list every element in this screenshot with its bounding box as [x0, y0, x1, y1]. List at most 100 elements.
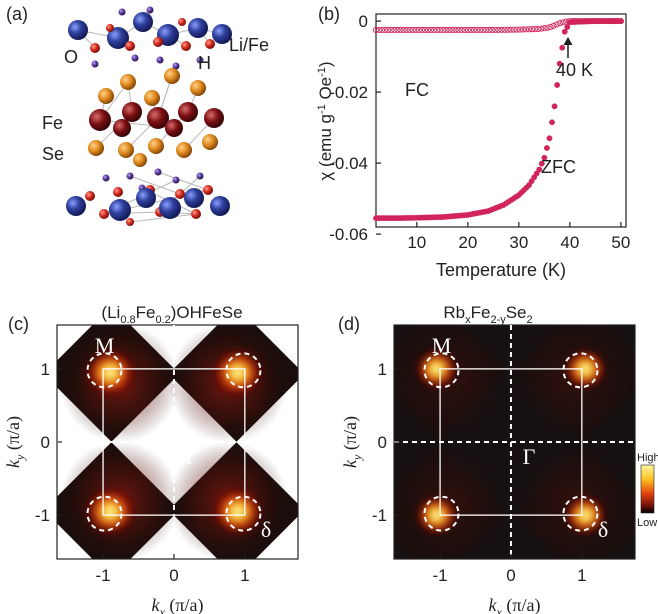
- zfc-point: [544, 145, 550, 151]
- zfc-point: [551, 103, 558, 110]
- fc-point: [467, 26, 474, 34]
- o-atom: [113, 187, 123, 197]
- o-atom: [178, 18, 186, 26]
- panel-label-c: (c): [8, 314, 29, 334]
- fc-point: [421, 26, 429, 34]
- x-tick-label: 0: [506, 566, 515, 585]
- fc-point: [529, 26, 536, 33]
- h-atom: [196, 172, 204, 180]
- fc-point: [431, 26, 438, 34]
- fermi-pocket-circle: [225, 495, 262, 532]
- fe-atom: [178, 102, 198, 122]
- x-tick-label: 40: [560, 233, 579, 252]
- fermi-pocket-circle: [423, 352, 460, 389]
- fc-point: [397, 26, 404, 34]
- o-atom: [175, 189, 185, 199]
- fc-point: [446, 26, 453, 34]
- h-atom: [131, 54, 139, 62]
- x-tick-label: 1: [577, 566, 586, 585]
- o-atom: [90, 43, 100, 53]
- y-tick-label: -0.02: [329, 83, 368, 102]
- fc-point: [556, 20, 563, 27]
- fc-point: [507, 26, 514, 33]
- h-atom: [196, 56, 204, 64]
- intensity-hotspot: [84, 486, 137, 537]
- zfc-point: [549, 119, 555, 126]
- se-atom: [176, 142, 192, 158]
- se-atom: [202, 134, 218, 150]
- zfc-point: [541, 154, 548, 161]
- o-atom: [191, 209, 201, 219]
- o-atom: [203, 185, 213, 195]
- fc-point: [418, 26, 425, 34]
- li-fe-atom: [133, 12, 153, 32]
- fc-point: [406, 26, 413, 34]
- x-tick-label: 30: [509, 233, 528, 252]
- fc-point: [526, 26, 533, 33]
- fc-point: [553, 21, 560, 28]
- panel-c-title: (Li0.8Fe0.2)OHFeSe: [101, 303, 242, 326]
- fc-point: [449, 26, 456, 34]
- panel-d-title: RbxFe2-ySe2: [443, 303, 532, 326]
- fe-atom: [147, 107, 169, 129]
- fc-point: [428, 26, 435, 34]
- h-atom: [126, 172, 134, 180]
- colorbar: [640, 464, 655, 514]
- y-tick-label: -1: [35, 506, 50, 525]
- fc-point: [559, 19, 566, 26]
- fc-point: [424, 26, 432, 34]
- y-tick-label: 1: [378, 360, 387, 379]
- o-atom: [153, 37, 163, 47]
- fc-point: [443, 26, 450, 34]
- fermi-pocket-circle: [225, 352, 262, 389]
- fc-point: [473, 26, 481, 34]
- fc-point: [391, 26, 398, 34]
- fe-atom: [165, 119, 183, 137]
- y-axis-label: ky (π/a): [3, 416, 27, 468]
- o-atom: [205, 39, 215, 49]
- se-atom: [190, 80, 206, 96]
- x-tick-label: -1: [433, 566, 448, 585]
- intensity-hotspot: [414, 347, 459, 390]
- y-tick-label: 1: [41, 360, 50, 379]
- h-atom: [146, 6, 154, 14]
- fc-point: [532, 26, 539, 33]
- fe-atom: [113, 119, 131, 137]
- zfc-point: [556, 60, 563, 67]
- se-atom: [98, 88, 114, 104]
- intensity-hotspot: [563, 347, 608, 390]
- colorbar-high-label: High: [637, 452, 658, 464]
- fc-point: [541, 25, 548, 32]
- zfc-point: [536, 166, 543, 173]
- panel-label-b: (b): [318, 4, 340, 24]
- fc-point: [372, 26, 380, 34]
- se-atom: [88, 140, 104, 156]
- fermi-pocket-circle: [423, 495, 460, 532]
- o-atom: [126, 218, 134, 226]
- fe-atom: [89, 109, 111, 131]
- h-atom: [172, 176, 180, 184]
- y-axis-label: ky (π/a): [340, 416, 364, 468]
- fc-point: [550, 22, 557, 29]
- se-atom: [148, 138, 164, 154]
- zfc-label: ZFC: [541, 157, 576, 177]
- fc-point: [544, 24, 551, 31]
- x-axis-label: kx (π/a): [152, 595, 204, 614]
- h-atom: [102, 174, 110, 182]
- x-axis-label: kx (π/a): [489, 595, 541, 614]
- fc-point: [504, 26, 511, 33]
- zfc-point: [617, 18, 624, 24]
- li-fe-atom: [184, 188, 204, 208]
- y-tick-label: -1: [372, 506, 387, 525]
- li-fe-atom: [68, 20, 88, 40]
- label-M: M: [432, 333, 452, 358]
- x-tick-label: 10: [407, 233, 426, 252]
- fc-point: [522, 26, 530, 33]
- o-atom: [181, 41, 191, 51]
- label-Gamma: Γ: [186, 444, 199, 469]
- fermi-pocket-circle: [562, 495, 599, 532]
- fe-atom: [122, 102, 142, 122]
- x-tick-label: -1: [96, 566, 111, 585]
- fc-point: [434, 26, 441, 34]
